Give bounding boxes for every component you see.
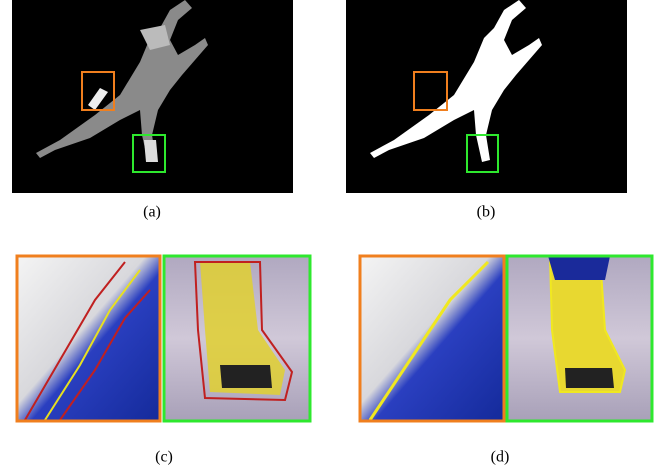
panel-b xyxy=(346,0,627,193)
panel-label: (c) xyxy=(155,449,173,466)
panel-a xyxy=(12,0,293,193)
figure: (a) (b) (c) (d) xyxy=(0,0,666,468)
panel-c xyxy=(17,256,310,421)
panel-label: (a) xyxy=(143,204,161,221)
panel-d xyxy=(360,256,652,421)
panel-label: (b) xyxy=(477,204,496,221)
panel-label: (d) xyxy=(491,449,510,466)
